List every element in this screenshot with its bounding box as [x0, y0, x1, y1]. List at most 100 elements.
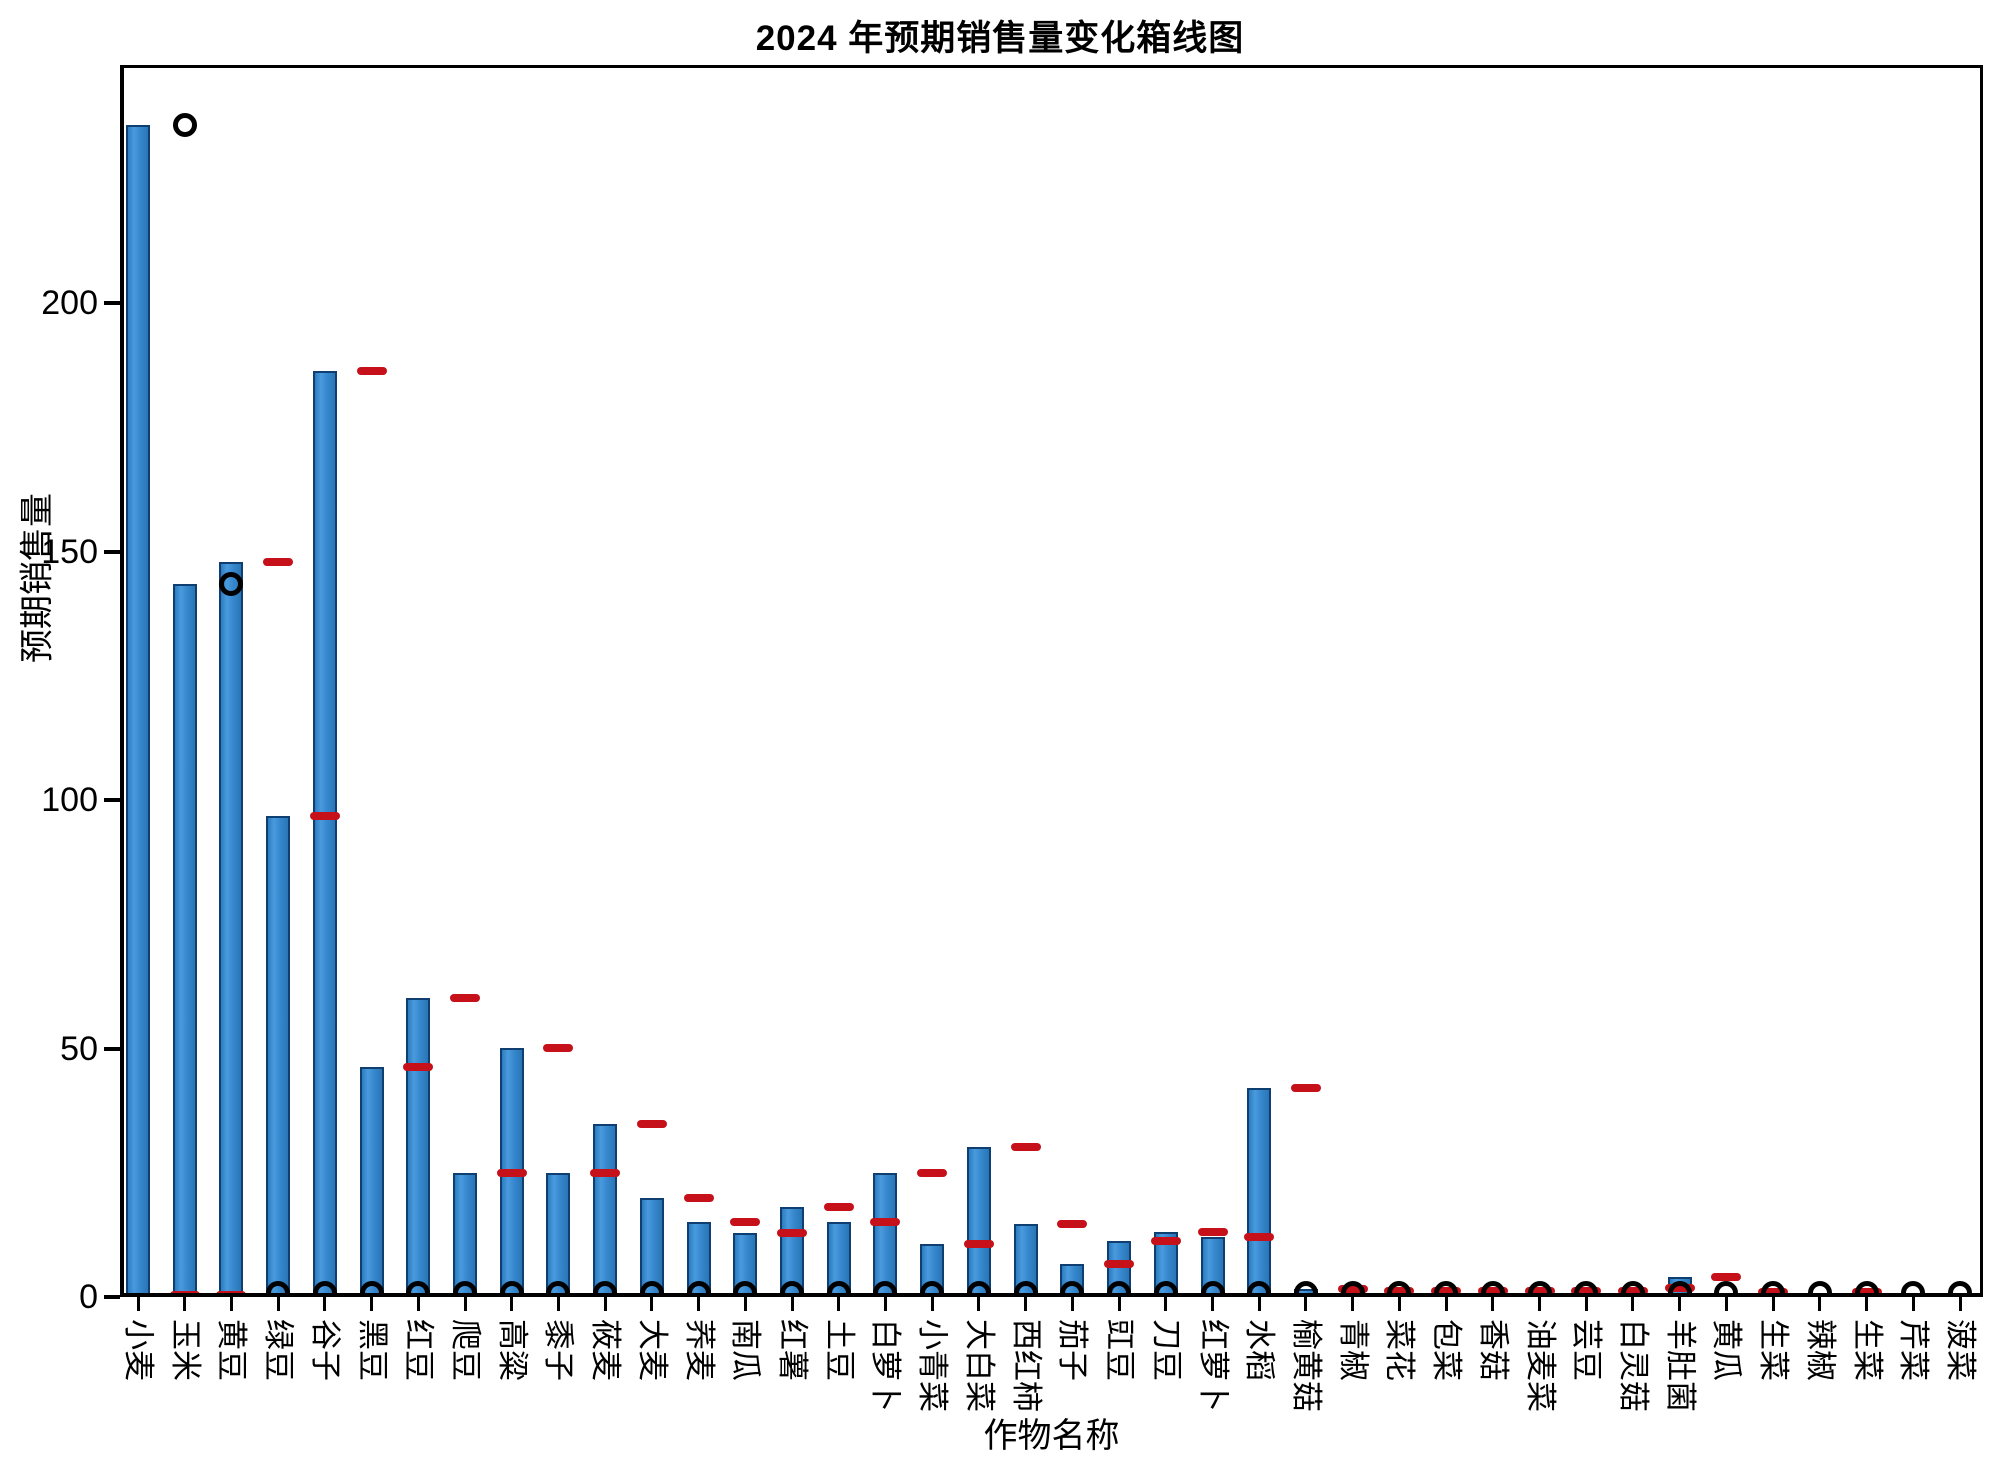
median-dash-黄瓜: [1711, 1273, 1742, 1282]
x-axis-tick: [1211, 1297, 1214, 1311]
x-axis-tick-label: 茄子: [1055, 1319, 1091, 1381]
x-axis-tick: [1911, 1297, 1915, 1311]
outlier-circle-黍子: [546, 1280, 571, 1297]
outlier-circle-生菜: [1761, 1280, 1786, 1297]
x-axis-tick: [790, 1297, 794, 1311]
outlier-circle-莜麦: [593, 1280, 618, 1297]
x-axis-tick: [1678, 1297, 1682, 1311]
x-axis-tick-label: 包菜: [1429, 1319, 1465, 1381]
outlier-circle-羊肚菌: [1667, 1280, 1692, 1297]
y-axis-tick: [104, 549, 120, 554]
x-axis-tick: [229, 1297, 233, 1311]
outlier-circle-黑豆: [359, 1280, 384, 1297]
median-dash-黍子: [543, 1043, 574, 1052]
median-dash-茄子: [1057, 1219, 1088, 1228]
median-dash-莜麦: [590, 1168, 621, 1177]
y-axis-tick-label: 50: [60, 1029, 98, 1068]
x-axis-tick-label: 大麦: [634, 1319, 670, 1381]
bar-水稻: [1247, 1087, 1272, 1297]
outlier-circle-高粱: [499, 1280, 524, 1297]
outlier-circle-绿豆: [266, 1280, 291, 1297]
outlier-circle-荞麦: [686, 1280, 711, 1297]
x-axis-tick-label: 菠菜: [1943, 1319, 1978, 1381]
x-axis-tick-label: 水稻: [1242, 1319, 1278, 1381]
x-axis-tick: [650, 1297, 654, 1311]
outlier-circle-油麦菜: [1527, 1280, 1552, 1297]
x-axis-tick: [1304, 1297, 1308, 1311]
x-axis-tick: [743, 1297, 747, 1311]
y-axis-tick-label: 100: [41, 781, 98, 820]
bar-黍子: [546, 1172, 571, 1297]
x-axis-tick: [697, 1297, 701, 1311]
y-axis-tick: [104, 1295, 120, 1299]
median-dash-红豆: [403, 1062, 434, 1071]
outlier-circle-生菜: [1854, 1280, 1879, 1297]
median-dash-南瓜: [730, 1218, 761, 1227]
x-axis-tick-label: 芹菜: [1896, 1319, 1932, 1381]
x-axis-tick-label: 黄豆: [214, 1319, 250, 1381]
x-axis-tick: [1865, 1297, 1869, 1311]
x-axis-tick-label: 白灵菇: [1615, 1319, 1651, 1412]
x-axis-tick: [1818, 1297, 1822, 1311]
y-axis-tick: [104, 798, 120, 803]
y-axis-tick-label: 150: [41, 532, 98, 571]
x-axis-tick-label: 南瓜: [728, 1319, 764, 1381]
median-dash-高粱: [496, 1168, 527, 1177]
outlier-circle-红薯: [780, 1280, 805, 1297]
x-axis-tick: [1397, 1297, 1401, 1311]
x-axis-tick: [370, 1297, 374, 1311]
x-axis-tick-label: 小青菜: [915, 1319, 951, 1412]
x-axis-tick-label: 黍子: [541, 1319, 577, 1381]
x-axis-tick-label: 黄瓜: [1709, 1319, 1745, 1381]
x-axis-tick: [1444, 1297, 1448, 1311]
x-axis-tick-label: 玉米: [167, 1319, 203, 1381]
x-axis-tick-label: 荞麦: [681, 1319, 717, 1381]
bar-爬豆: [453, 1172, 478, 1297]
x-axis-tick: [183, 1297, 187, 1311]
outlier-circle-青椒: [1340, 1280, 1365, 1297]
x-axis-tick: [603, 1297, 607, 1311]
outlier-circle-西红柿: [1013, 1280, 1038, 1297]
x-axis-tick: [883, 1297, 887, 1311]
outlier-circle-芸豆: [1574, 1280, 1599, 1297]
bar-小麦: [126, 124, 150, 1297]
median-dash-大麦: [636, 1119, 667, 1128]
x-axis-tick: [1351, 1297, 1355, 1311]
bar-莜麦: [593, 1123, 618, 1297]
x-axis-tick-label: 小麦: [121, 1319, 156, 1381]
x-axis-tick-label: 生菜: [1756, 1319, 1792, 1381]
bar-黑豆: [359, 1066, 384, 1297]
x-axis-tick-label: 绿豆: [261, 1319, 297, 1381]
outlier-circle-谷子: [312, 1280, 337, 1297]
x-axis-tick: [1070, 1297, 1074, 1311]
x-axis-tick: [1958, 1297, 1962, 1311]
x-axis-tick-label: 白萝卜: [868, 1319, 904, 1412]
outlier-circle-小青菜: [920, 1280, 945, 1297]
outlier-circle-豇豆: [1107, 1280, 1132, 1297]
x-axis-tick-label: 榆黄菇: [1288, 1319, 1324, 1412]
outlier-circle-土豆: [826, 1280, 851, 1297]
outlier-circle-包菜: [1434, 1280, 1459, 1297]
bar-大白菜: [966, 1146, 991, 1297]
median-dash-西红柿: [1010, 1142, 1041, 1151]
y-axis-tick: [104, 301, 120, 306]
x-axis-tick-label: 高粱: [494, 1319, 530, 1381]
bar-黄豆: [219, 561, 244, 1297]
median-dash-红薯: [777, 1228, 808, 1237]
y-axis-tick-label: 200: [41, 284, 98, 323]
median-dash-榆黄菇: [1290, 1083, 1321, 1092]
outlier-circle-辣椒: [1807, 1280, 1832, 1297]
outlier-circle-榆黄菇: [1293, 1280, 1318, 1297]
x-axis-tick-label: 芸豆: [1569, 1319, 1605, 1381]
x-axis-tick-label: 土豆: [821, 1319, 857, 1381]
outlier-circle-玉米: [172, 112, 197, 137]
x-axis-tick-label: 西红柿: [1008, 1319, 1044, 1412]
x-axis-tick: [416, 1297, 420, 1311]
median-dash-玉米: [169, 1290, 200, 1297]
x-axis-tick-label: 大白菜: [961, 1319, 997, 1412]
x-axis-tick: [1257, 1297, 1261, 1311]
median-dash-黄豆: [216, 1290, 247, 1297]
outlier-circle-芹菜: [1901, 1280, 1926, 1297]
median-dash-荞麦: [683, 1193, 714, 1202]
